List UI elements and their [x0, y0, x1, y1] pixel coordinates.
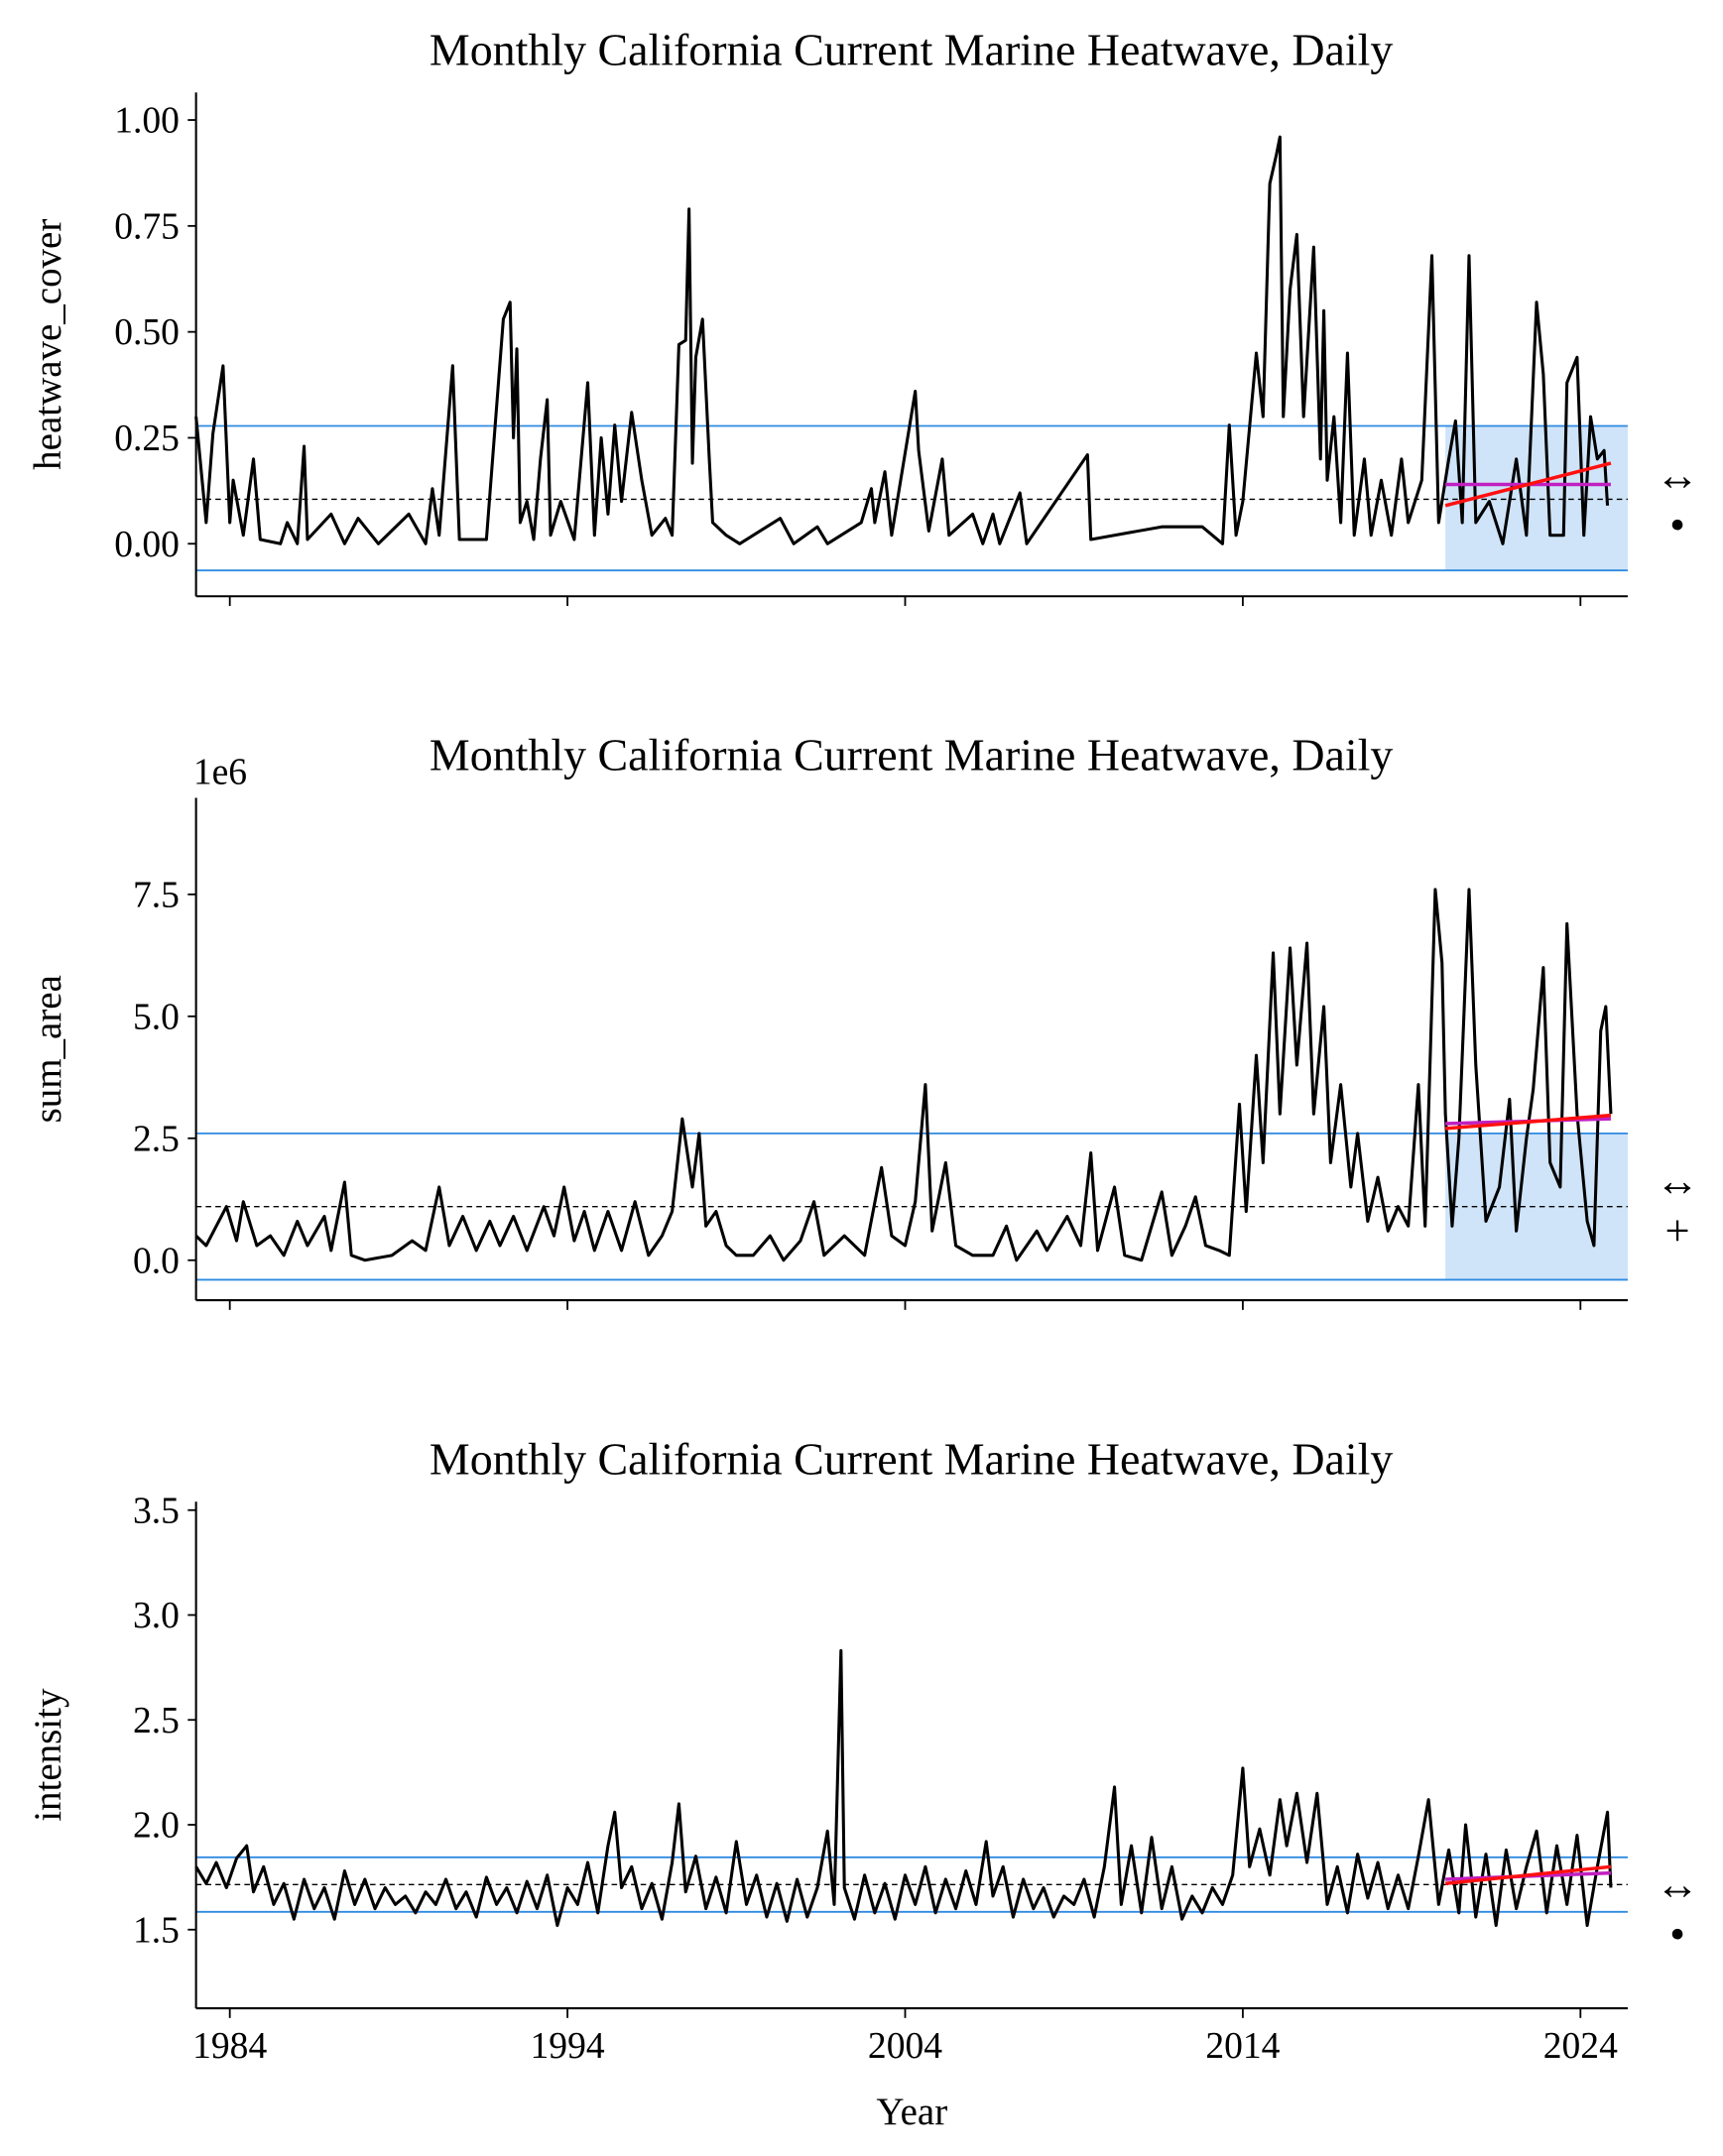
y-tick-label: 0.25 [114, 419, 180, 459]
chart-title: Monthly California Current Marine Heatwa… [430, 1433, 1393, 1484]
y-axis-label: sum_area [27, 975, 69, 1123]
status-marker: • [1669, 1909, 1685, 1959]
y-tick-label: 5.0 [133, 997, 180, 1037]
y-tick-label: 3.0 [133, 1596, 180, 1636]
chart-title: Monthly California Current Marine Heatwa… [430, 730, 1393, 780]
offset-label: 1e6 [193, 753, 247, 793]
x-tick-label: 2024 [1543, 2026, 1618, 2067]
y-axis-label: heatwave_cover [27, 219, 69, 470]
panel: Monthly California Current Marine Heatwa… [27, 1433, 1699, 2133]
status-marker: • [1669, 500, 1685, 549]
y-tick-label: 0.0 [133, 1241, 180, 1281]
panel: Monthly California Current Marine Heatwa… [27, 730, 1699, 1310]
status-marker: ↔ [1656, 1155, 1700, 1205]
data-line [194, 1648, 1613, 1928]
y-tick-label: 0.50 [114, 312, 180, 353]
status-marker: ↔ [1656, 1859, 1700, 1909]
x-tick-label: 2014 [1205, 2026, 1280, 2067]
y-tick-label: 2.5 [133, 1701, 180, 1741]
y-tick-label: 3.5 [133, 1491, 180, 1531]
trend-line [1444, 461, 1612, 508]
panel: Monthly California Current Marine Heatwa… [27, 24, 1700, 607]
data-line [194, 888, 1613, 1262]
y-tick-label: 7.5 [133, 875, 180, 915]
trend-line [1444, 1864, 1612, 1885]
data-line [194, 135, 1610, 545]
x-tick-label: 1994 [531, 2026, 605, 2067]
y-tick-label: 1.5 [133, 1910, 180, 1951]
status-marker: ↔ [1656, 450, 1700, 500]
y-axis-label: intensity [27, 1688, 69, 1822]
status-marker: + [1665, 1205, 1690, 1255]
y-tick-label: 1.00 [114, 101, 180, 142]
y-tick-label: 0.75 [114, 206, 180, 247]
x-axis-label: Year [876, 2091, 947, 2133]
chart-title: Monthly California Current Marine Heatwa… [430, 24, 1393, 74]
y-tick-label: 0.00 [114, 525, 180, 565]
trend-line [1445, 1113, 1612, 1131]
x-tick-label: 2004 [868, 2026, 942, 2067]
y-tick-label: 2.0 [133, 1806, 180, 1847]
x-tick-label: 1984 [192, 2026, 267, 2067]
y-tick-label: 2.5 [133, 1119, 180, 1159]
